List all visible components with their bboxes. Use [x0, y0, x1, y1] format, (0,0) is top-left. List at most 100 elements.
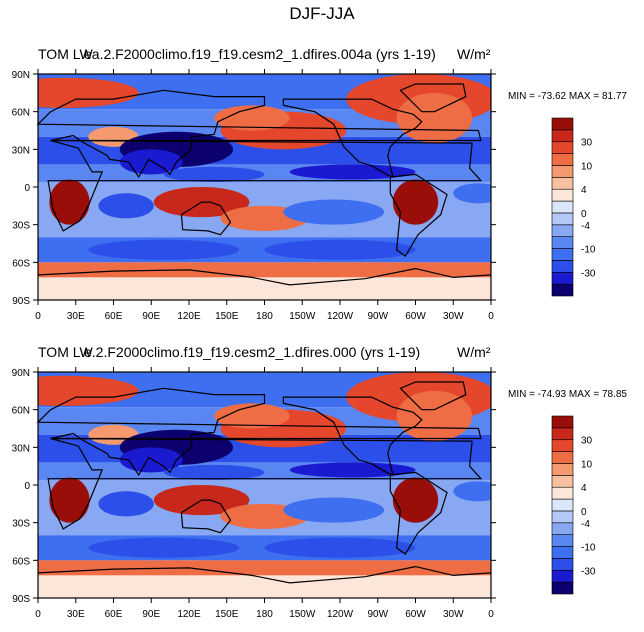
x-tick-label: 60W: [405, 311, 426, 322]
colorbar-box: [551, 260, 574, 273]
x-tick-label: 30E: [67, 311, 85, 322]
field-blob-east-pacific: [283, 497, 385, 523]
field-blob-itcz-east: [289, 164, 416, 180]
panel-2-left-title: TOM LW: [38, 344, 93, 360]
colorbar-box: [551, 451, 574, 464]
field-blob-bering: [214, 105, 290, 131]
y-tick-label: 30N: [12, 443, 30, 454]
x-tick-label: 120E: [177, 609, 201, 620]
x-tick-label: 150E: [215, 609, 239, 620]
x-tick-label: 90W: [367, 311, 388, 322]
field-blob-south-asia: [119, 447, 183, 473]
colorbar-box: [551, 117, 574, 131]
colorbar-label: -4: [581, 519, 590, 530]
colorbar-label: 4: [581, 483, 587, 494]
field-blob-southern-pacific: [264, 239, 416, 260]
coastline-3: [282, 98, 423, 179]
colorbar-label: 0: [581, 209, 587, 220]
field-blob-north-atlantic: [396, 92, 473, 144]
colorbar-box: [551, 283, 574, 297]
coastline-0: [47, 139, 483, 232]
x-tick-label: 150W: [289, 609, 316, 620]
colorbar-box: [551, 534, 574, 547]
field-blob-atlantic-equator: [453, 183, 491, 204]
field-blob-bering: [214, 403, 290, 429]
coastlines: [36, 381, 492, 584]
colorbar-box: [551, 558, 574, 571]
colorbar-box: [551, 498, 574, 512]
colorbar-label: -4: [581, 221, 590, 232]
field-blob-scandinavia: [38, 375, 139, 406]
x-tick-label: 120W: [327, 609, 354, 620]
colorbar-box: [551, 522, 574, 535]
y-tick-label: 0: [24, 481, 30, 492]
y-tick-label: 60S: [12, 258, 30, 269]
colorbar-box: [551, 248, 574, 261]
colorbar-box: [551, 439, 574, 452]
x-tick-label: 0: [488, 311, 494, 322]
panel-2-map-svg: 0 30E 60E 90E 120E 150E 180 150W 120W 90W 60W 30W 09…: [12, 367, 596, 620]
colorbar-label: 30: [581, 436, 593, 447]
field-blob-africa-south: [49, 179, 90, 225]
colorbar-label: -30: [581, 566, 596, 577]
colorbar-box: [551, 427, 574, 441]
coastline-5: [399, 381, 467, 411]
colorbar-box: [551, 129, 574, 143]
colorbar-box: [551, 153, 574, 166]
colorbar-label: 0: [581, 507, 587, 518]
y-tick-label: 90N: [12, 368, 30, 379]
field-blob-amazon: [392, 179, 439, 225]
map-panel-1: TOM LW ea.2.F2000climo.f19_f19.cesm2_1.d…: [0, 44, 644, 334]
colorbar-box: [551, 415, 574, 429]
colorbar-box: [551, 212, 574, 226]
colorbar-label: 10: [581, 161, 593, 172]
field-band-antarctic-edge: [38, 560, 491, 576]
field-blob-scandinavia: [38, 77, 139, 108]
x-tick-label: 90W: [367, 609, 388, 620]
colorbar-box: [551, 581, 574, 595]
y-tick-label: 0: [24, 183, 30, 194]
field-blob-africa-south: [49, 477, 90, 523]
x-tick-label: 90E: [142, 609, 160, 620]
field-blob-indian-ocean: [98, 491, 154, 517]
x-tick-label: 30W: [443, 609, 464, 620]
map-field: [38, 74, 491, 300]
colorbar-label: -10: [581, 245, 596, 256]
field-blob-itcz-east: [289, 462, 416, 478]
y-tick-label: 90S: [12, 296, 30, 307]
field-band-antarctica: [38, 277, 491, 300]
field-blob-amazon: [392, 477, 439, 523]
coastline-4: [389, 173, 448, 257]
x-tick-label: 120W: [327, 311, 354, 322]
colorbar-box: [551, 188, 574, 202]
map-panel-2: TOM LW e.2.F2000climo.f19_f19.cesm2_1.df…: [0, 342, 644, 632]
field-band-antarctic-edge: [38, 262, 491, 278]
field-band-antarctica: [38, 575, 491, 598]
panel-2-case-title: e.2.F2000climo.f19_f19.cesm2_1.dfires.00…: [84, 344, 421, 360]
colorbar-box: [551, 546, 574, 559]
colorbar-label: 10: [581, 459, 593, 470]
colorbar-box: [551, 200, 574, 214]
x-tick-label: 0: [35, 311, 41, 322]
y-tick-label: 60N: [12, 108, 30, 119]
field-blob-southern-pacific: [264, 537, 416, 558]
y-tick-label: 90S: [12, 594, 30, 605]
coastline-4: [389, 471, 448, 555]
y-tick-label: 60S: [12, 556, 30, 567]
coastline-3: [282, 396, 423, 477]
coastline-2: [180, 201, 232, 236]
coastline-2: [180, 499, 232, 534]
panel-1-map-svg: 0 30E 60E 90E 120E 150E 180 150W 120W 90W 60W 30W 09…: [12, 69, 596, 322]
field-blob-indian-ocean: [98, 193, 154, 219]
colorbar-box: [551, 271, 574, 285]
colorbar-box: [551, 486, 574, 500]
colorbar-label: -30: [581, 268, 596, 279]
colorbar-box: [551, 141, 574, 154]
colorbar-box: [551, 236, 574, 249]
y-tick-label: 60N: [12, 406, 30, 417]
x-tick-label: 150W: [289, 311, 316, 322]
colorbar-label: 30: [581, 138, 593, 149]
coastline-1: [36, 387, 482, 477]
panel-1-case-title: ea.2.F2000climo.f19_f19.cesm2_1.dfires.0…: [84, 46, 436, 62]
x-tick-label: 120E: [177, 311, 201, 322]
